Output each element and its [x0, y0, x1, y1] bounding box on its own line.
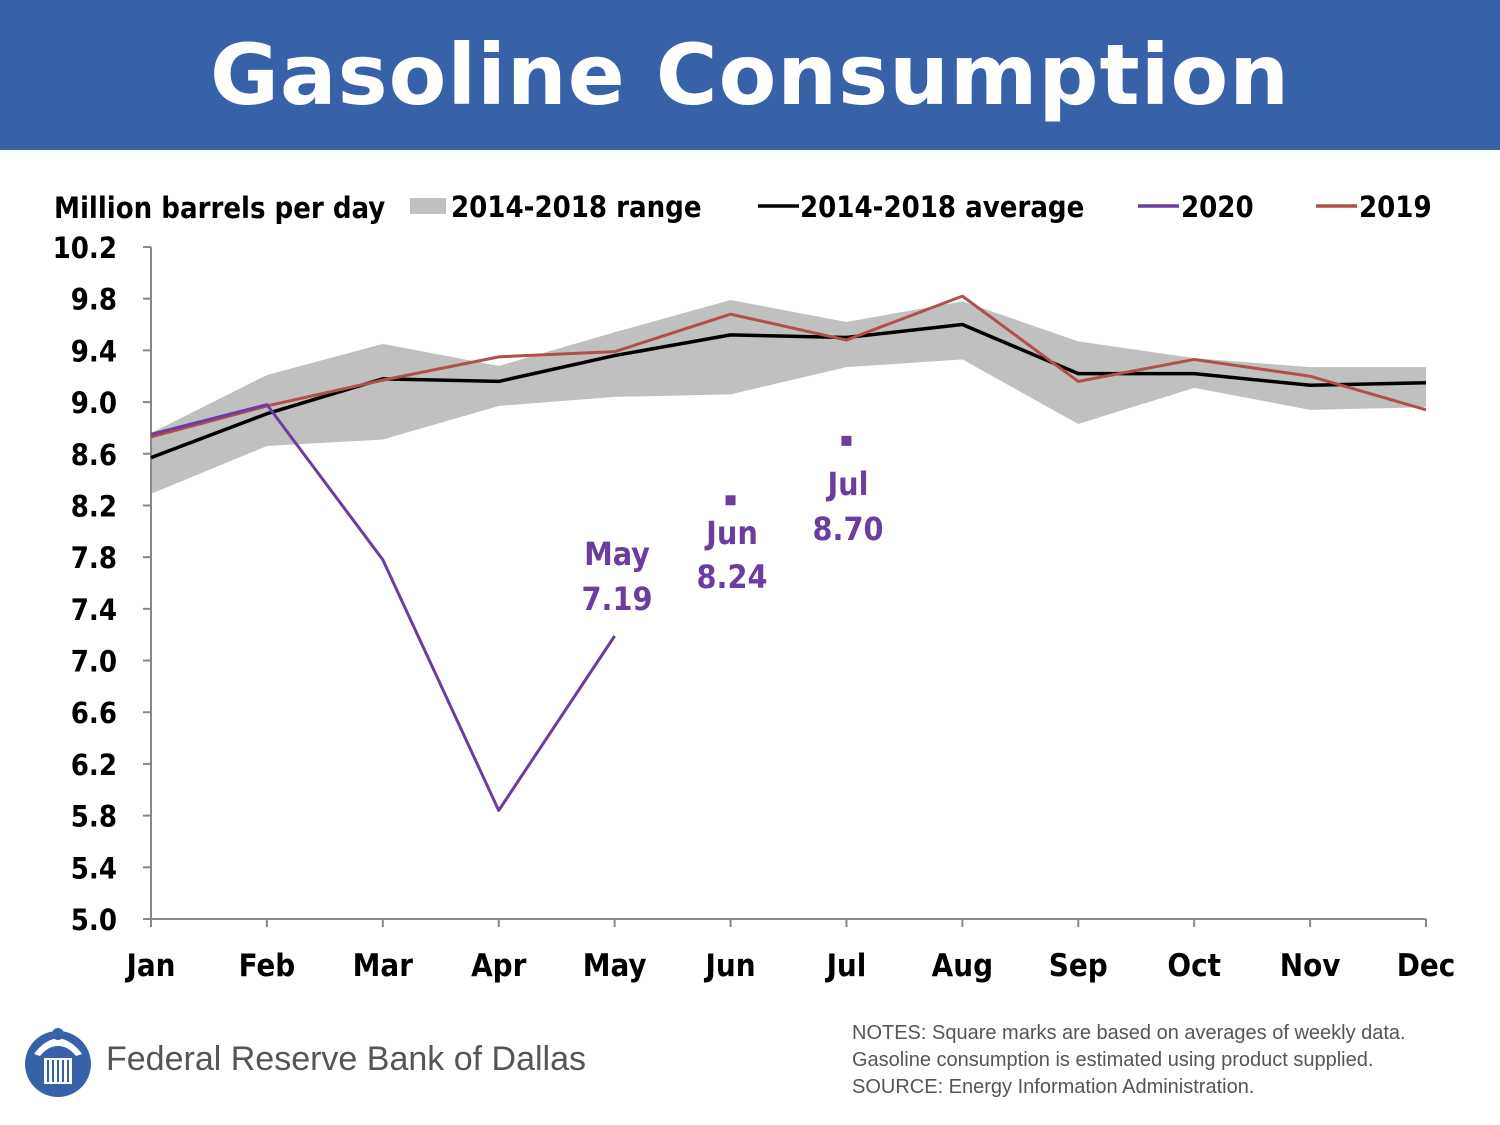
note-line: NOTES: Square marks are based on average… — [852, 1022, 1406, 1044]
legend-label: 2014-2018 range — [451, 190, 702, 224]
y-tick-label: 10.2 — [53, 231, 117, 265]
y-tick-label: 8.2 — [71, 489, 117, 523]
x-tick-label: Jan — [124, 948, 175, 984]
y-tick-label: 7.8 — [71, 541, 117, 575]
x-tick-label: Jun — [703, 948, 755, 984]
y-tick-label: 9.4 — [71, 334, 117, 368]
y-tick-label: 5.0 — [71, 903, 117, 937]
x-tick-label: Aug — [932, 948, 993, 984]
y-tick-label: 5.8 — [71, 800, 117, 834]
x-tick-label: Feb — [239, 948, 296, 984]
y-tick-label: 6.6 — [71, 696, 117, 730]
y-tick-label: 5.4 — [71, 851, 117, 885]
annotation-label: May — [584, 535, 650, 573]
range-band — [151, 299, 1426, 494]
x-tick-label: Dec — [1397, 948, 1456, 984]
legend-swatch-range — [410, 198, 446, 214]
annotation-value: 8.70 — [812, 510, 883, 548]
square-mark — [725, 495, 736, 506]
legend-label: 2014-2018 average — [800, 190, 1084, 224]
annotation-label: Jul — [825, 465, 868, 503]
federal-reserve-seal-icon — [25, 1028, 91, 1097]
organization-name: Federal Reserve Bank of Dallas — [106, 1040, 587, 1078]
annotation-label: Jun — [704, 514, 758, 552]
y-tick-label: 7.0 — [71, 645, 117, 679]
series-line-y2020 — [150, 403, 616, 812]
title-banner: Gasoline Consumption — [0, 0, 1500, 150]
legend-label: 2020 — [1181, 190, 1254, 224]
annotation-value: 8.24 — [696, 558, 767, 596]
square-mark — [841, 435, 852, 446]
note-line: Gasoline consumption is estimated using … — [852, 1049, 1374, 1071]
x-tick-label: May — [583, 948, 647, 984]
y-tick-label: 9.0 — [71, 386, 117, 420]
legend-label: 2019 — [1359, 190, 1432, 224]
page-title: Gasoline Consumption — [209, 26, 1290, 124]
x-tick-label: Sep — [1049, 948, 1108, 984]
annotation-value: 7.19 — [581, 580, 652, 618]
series-line-y2019 — [150, 294, 1427, 439]
y-tick-label: 9.8 — [71, 283, 117, 317]
y-tick-label: 8.6 — [71, 438, 117, 472]
y-axis-title: Million barrels per day — [54, 191, 385, 225]
x-tick-label: Mar — [353, 948, 414, 984]
x-tick-label: Jul — [825, 948, 867, 984]
y-tick-label: 7.4 — [71, 593, 117, 627]
x-tick-label: Oct — [1167, 948, 1221, 984]
x-tick-label: Nov — [1280, 948, 1341, 984]
gasoline-line-chart: 10.2 9.8 9.4 9.0 8.6 8.2 7.8 7.4 7.0 6.6 6.2 5.8 5.4… — [53, 190, 1456, 984]
y-tick-label: 6.2 — [71, 748, 117, 782]
note-line: SOURCE: Energy Information Administratio… — [852, 1076, 1255, 1098]
x-tick-label: Apr — [471, 948, 527, 984]
chart-notes: NOTES: Square marks are based on average… — [852, 1020, 1406, 1101]
